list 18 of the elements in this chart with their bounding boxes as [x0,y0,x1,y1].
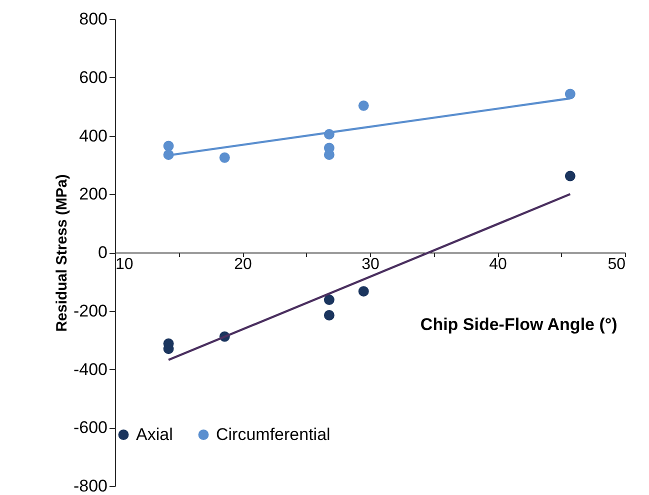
y-tick-label: 600 [79,68,108,87]
x-tick-label: 30 [362,256,380,273]
y-tick-label: 400 [79,126,108,146]
x-tick-label: 40 [489,256,507,273]
x-tick-label: 10 [116,256,134,273]
legend-label: Circumferential [216,424,330,444]
y-tick-label: 200 [79,184,108,204]
y-tick-label: -600 [73,418,108,438]
y-axis-title: Residual Stress (MPa) [53,174,70,332]
y-tick-label: -400 [73,360,108,379]
y-tick-label: -800 [73,476,108,495]
legend-label: Axial [136,424,173,444]
y-tick-label: 800 [79,10,108,28]
y-tick-label: 0 [98,243,108,262]
x-tick-label: 50 [608,256,626,273]
x-tick-label: 20 [234,256,252,273]
y-tick-label: -200 [73,301,108,320]
x-axis-title: Chip Side-Flow Angle (°) [420,314,618,334]
